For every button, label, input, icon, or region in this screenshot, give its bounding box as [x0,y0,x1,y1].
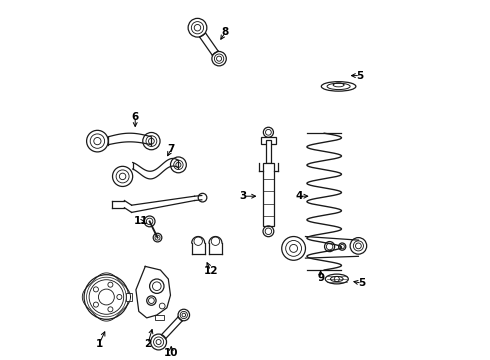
Text: 4: 4 [295,191,303,201]
Bar [126,293,132,301]
Text: 3: 3 [240,191,247,201]
Text: 8: 8 [221,27,229,37]
Bar [263,163,274,226]
Bar [266,139,271,163]
Text: 11: 11 [133,216,148,226]
Text: 12: 12 [203,266,218,276]
Text: 2: 2 [144,339,151,349]
Text: 7: 7 [168,144,175,154]
Text: 10: 10 [164,348,178,358]
Text: 5: 5 [357,71,364,81]
Bar [261,137,276,144]
Text: 5: 5 [358,278,366,288]
Text: 1: 1 [96,339,103,349]
Bar [155,315,164,320]
Text: 6: 6 [132,112,139,122]
Text: 9: 9 [317,273,324,283]
